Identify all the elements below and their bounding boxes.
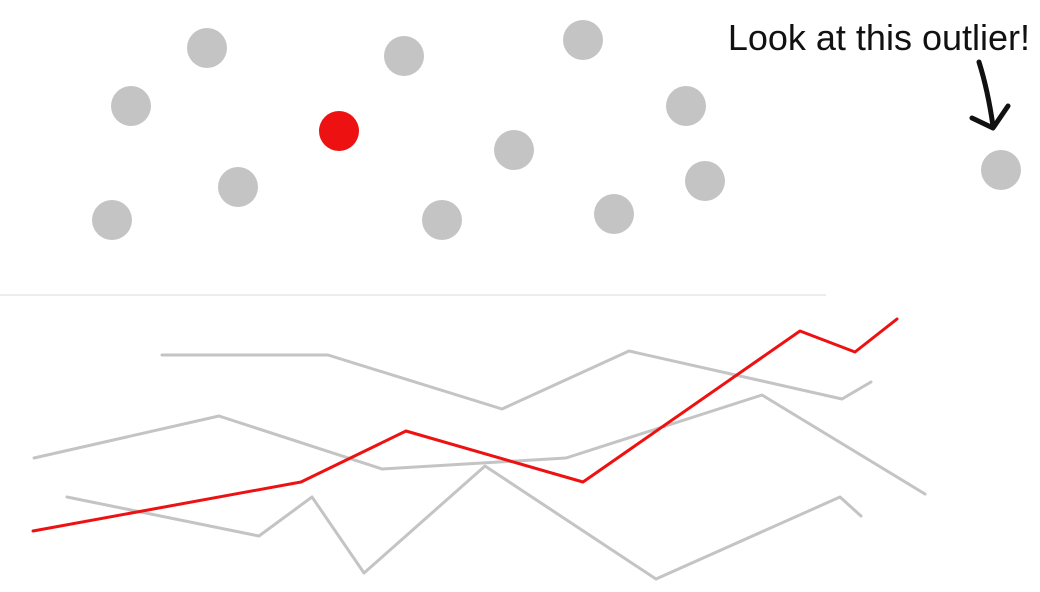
scatter-point <box>666 86 706 126</box>
scatter-point <box>981 150 1021 190</box>
scatter-point <box>422 200 462 240</box>
series-line <box>160 349 873 411</box>
series-line <box>65 464 863 581</box>
highlight-point <box>319 111 359 151</box>
annotation: Look at this outlier! <box>728 17 1030 131</box>
scatter-point <box>218 167 258 207</box>
annotation-label: Look at this outlier! <box>728 17 1030 58</box>
scatter-point <box>594 194 634 234</box>
scatter-point <box>92 200 132 240</box>
hand-drawn-arrow-icon <box>969 59 1011 131</box>
scatter-point <box>384 36 424 76</box>
scatter-point <box>494 130 534 170</box>
scatter-panel <box>92 20 1021 240</box>
highlight-line <box>31 317 899 533</box>
arrow-head <box>969 103 1011 131</box>
arrow-shaft <box>976 59 996 129</box>
series-line <box>32 393 927 496</box>
line-panel <box>31 317 927 581</box>
scatter-point <box>685 161 725 201</box>
scatter-point <box>111 86 151 126</box>
scatter-point <box>187 28 227 68</box>
scatter-point <box>563 20 603 60</box>
